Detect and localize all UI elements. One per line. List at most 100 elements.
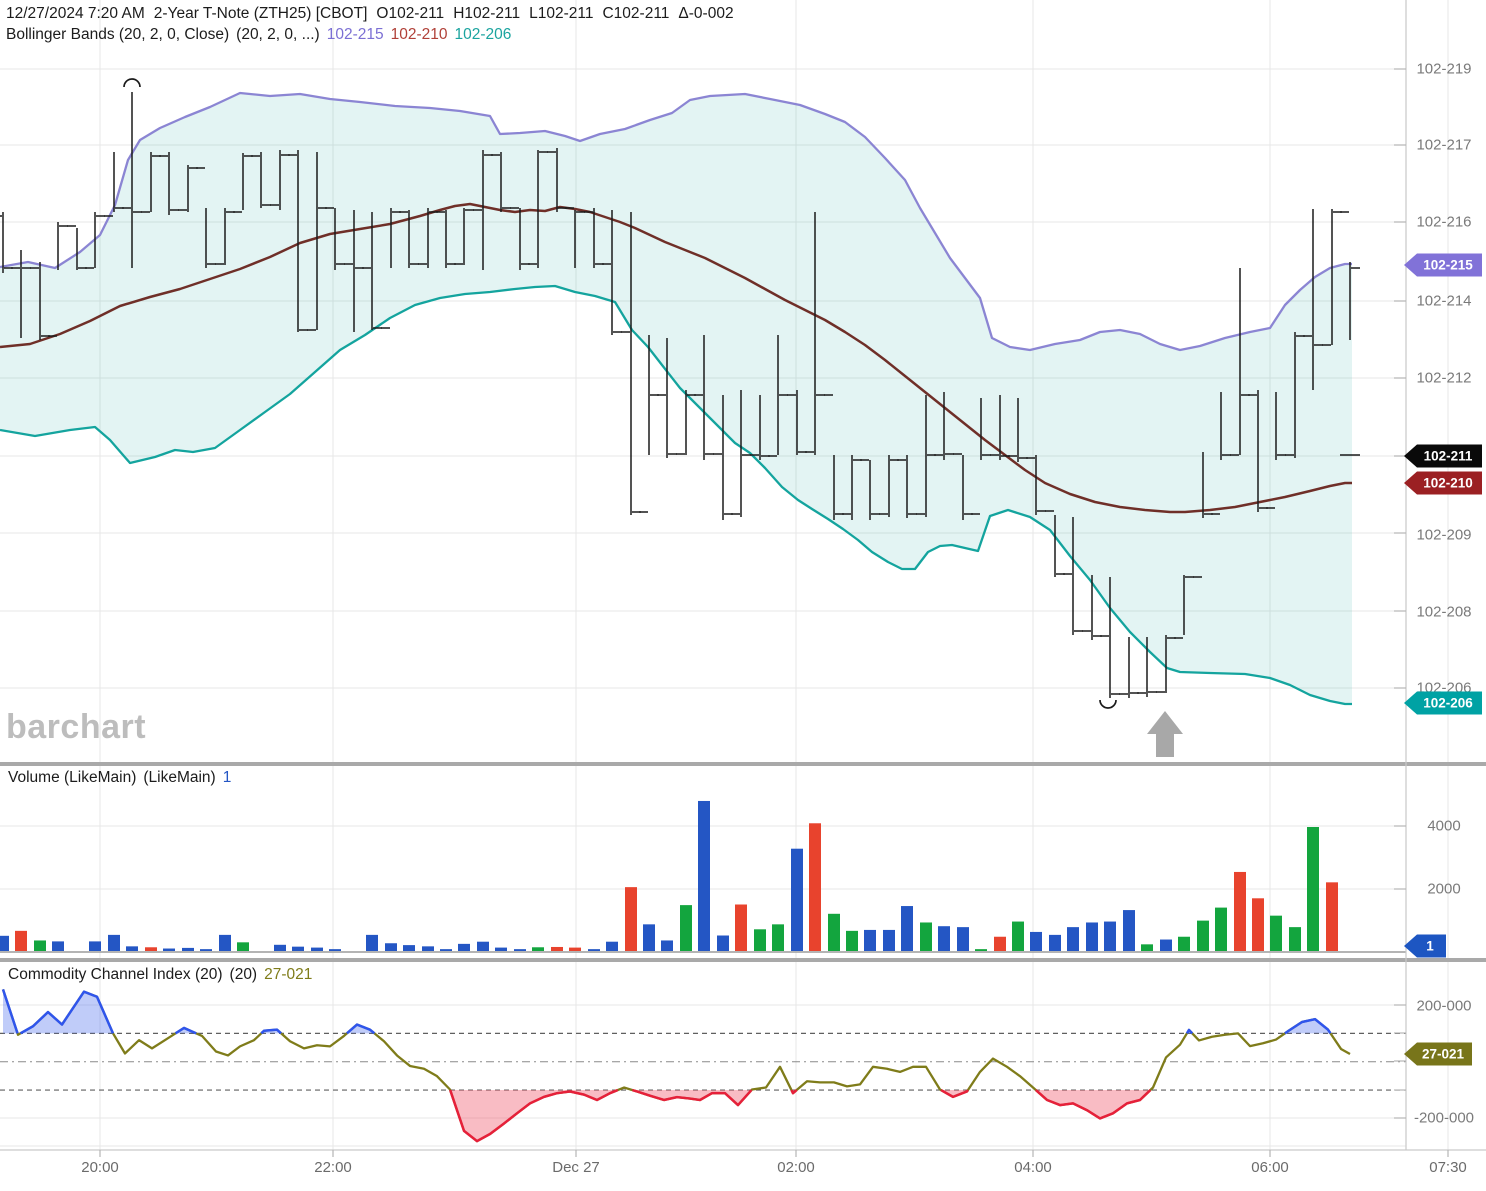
header-instrument: 2-Year T-Note (ZTH25) [CBOT] (153, 5, 368, 22)
volume-bar (1270, 915, 1282, 951)
volume-bar (34, 940, 46, 951)
middle-band-badge: 102-210 (1404, 471, 1482, 495)
volume-bar (625, 887, 637, 951)
cci-axis-label: -200-000 (1413, 1109, 1475, 1127)
barchart-logo: barchart (6, 708, 147, 746)
volume-axis-label: 2000 (1427, 880, 1461, 898)
time-axis-label: 04:00 (1014, 1159, 1052, 1176)
volume-bar (1104, 921, 1116, 951)
volume-bar (1160, 939, 1172, 951)
volume-bar (422, 946, 434, 951)
volume-bar (237, 942, 249, 951)
time-axis-label: Dec 27 (552, 1159, 600, 1176)
cci-oversold-fill (1035, 1090, 1151, 1119)
price-axis-label: 102-212 (1416, 369, 1472, 387)
price-axis-label: 102-214 (1416, 292, 1472, 310)
cci-value: 27-021 (264, 966, 313, 983)
cci-oversold-fill (941, 1090, 968, 1097)
volume-bar (274, 944, 286, 951)
upper-band-badge: 102-215 (1404, 253, 1482, 277)
volume-bar (1123, 910, 1135, 951)
volume-bar (403, 945, 415, 951)
volume-bar (292, 946, 304, 951)
cci-overbought-fill (346, 1024, 375, 1034)
time-axis-label: 07:30 (1429, 1159, 1467, 1176)
cci-oversold-line (449, 1088, 619, 1143)
volume-params: (LikeMain) (143, 769, 216, 786)
cci-badge: 27-021 (1404, 1042, 1472, 1066)
volume-bar (975, 949, 987, 951)
volume-bar (52, 941, 64, 951)
cci-oversold-line (790, 1089, 798, 1095)
header-open: O102-211 (376, 5, 445, 22)
volume-bar (1086, 922, 1098, 951)
volume-bar (1012, 921, 1024, 951)
volume-bar (883, 929, 895, 951)
cci-oversold-line (631, 1088, 753, 1107)
bollinger-upper-line (0, 91, 1352, 352)
volume-axis-label: 4000 (1427, 817, 1461, 835)
volume-bar (1030, 931, 1042, 951)
volume-bar (846, 930, 858, 951)
volume-bar (514, 949, 526, 951)
cci-overbought-line (174, 1026, 197, 1035)
study-params: (20, 2, 0, ...) (236, 26, 320, 43)
volume-bar (698, 800, 710, 951)
volume-bar (1197, 920, 1209, 951)
main-volume-divider (0, 762, 1486, 766)
volume-bar (329, 949, 341, 951)
volume-bar (477, 941, 489, 951)
volume-bar (957, 927, 969, 951)
volume-bar (754, 929, 766, 951)
volume-bar (735, 904, 747, 951)
study-name[interactable]: Bollinger Bands (20, 2, 0, Close) (6, 26, 230, 43)
arc-top-annotation-icon (123, 78, 141, 88)
time-axis-label: 22:00 (314, 1159, 352, 1176)
time-axis-label: 20:00 (81, 1159, 119, 1176)
volume-bar (643, 924, 655, 951)
volume-bar (495, 947, 507, 951)
header-change: Δ-0-002 (678, 5, 734, 22)
study-middle-value: 102-210 (390, 26, 448, 43)
chart-header-line2: Bollinger Bands (20, 2, 0, Close) (20, 2,… (6, 26, 518, 44)
volume-bar (385, 943, 397, 951)
price-axis-label: 102-209 (1416, 526, 1472, 544)
study-lower-value: 102-206 (454, 26, 512, 43)
volume-bar (920, 922, 932, 951)
volume-bar (791, 848, 803, 951)
header-datetime: 12/27/2024 7:20 AM (6, 5, 145, 22)
volume-bar (864, 929, 876, 951)
volume-bar (145, 947, 157, 951)
cci-title[interactable]: Commodity Channel Index (20) (8, 966, 223, 983)
chart-header-line1: 12/27/2024 7:20 AM 2-Year T-Note (ZTH25) … (6, 5, 743, 23)
volume-bar (163, 948, 175, 951)
volume-cci-divider (0, 958, 1486, 962)
time-axis-label: 02:00 (777, 1159, 815, 1176)
volume-title[interactable]: Volume (LikeMain) (8, 769, 137, 786)
volume-bar (89, 941, 101, 951)
volume-bar (588, 949, 600, 951)
volume-bar (0, 935, 9, 951)
price-axis-label: 102-216 (1416, 213, 1472, 231)
volume-bar (200, 949, 212, 951)
price-axis-label: 102-217 (1416, 136, 1472, 154)
cci-oversold-fill (632, 1090, 752, 1106)
cci-params: (20) (229, 966, 258, 983)
volume-bar (108, 934, 120, 951)
volume-bar (440, 949, 452, 951)
volume-bar (901, 906, 913, 951)
up-arrow-icon (1147, 711, 1183, 757)
volume-bar (219, 934, 231, 951)
time-axis-label: 06:00 (1251, 1159, 1289, 1176)
bollinger-middle-line (0, 202, 1352, 514)
volume-bar (182, 947, 194, 951)
volume-bar (1215, 907, 1227, 951)
cci-oversold-fill (450, 1090, 618, 1142)
volume-bar (1049, 934, 1061, 951)
last-price-badge: 102-211 (1404, 444, 1482, 468)
volume-bar (772, 924, 784, 951)
bollinger-lower-line (0, 284, 1352, 706)
price-axis-label: 102-208 (1416, 603, 1472, 621)
cci-overbought-line (260, 1028, 282, 1035)
